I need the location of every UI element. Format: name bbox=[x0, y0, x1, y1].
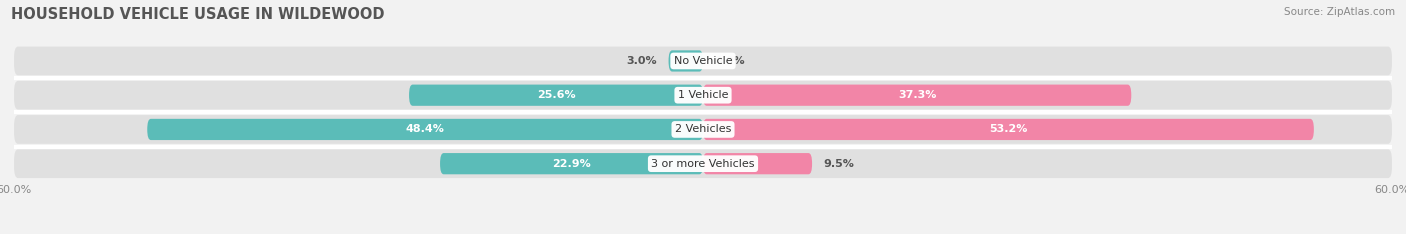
FancyBboxPatch shape bbox=[703, 119, 1313, 140]
Text: 0.0%: 0.0% bbox=[714, 56, 745, 66]
FancyBboxPatch shape bbox=[703, 153, 813, 174]
FancyBboxPatch shape bbox=[14, 115, 1392, 144]
Text: HOUSEHOLD VEHICLE USAGE IN WILDEWOOD: HOUSEHOLD VEHICLE USAGE IN WILDEWOOD bbox=[11, 7, 385, 22]
Text: 3.0%: 3.0% bbox=[627, 56, 657, 66]
Text: Source: ZipAtlas.com: Source: ZipAtlas.com bbox=[1284, 7, 1395, 17]
FancyBboxPatch shape bbox=[409, 84, 703, 106]
FancyBboxPatch shape bbox=[703, 84, 1132, 106]
Text: 48.4%: 48.4% bbox=[406, 124, 444, 135]
FancyBboxPatch shape bbox=[669, 50, 703, 72]
Text: 37.3%: 37.3% bbox=[898, 90, 936, 100]
Text: No Vehicle: No Vehicle bbox=[673, 56, 733, 66]
Text: 9.5%: 9.5% bbox=[824, 159, 855, 169]
FancyBboxPatch shape bbox=[14, 47, 1392, 75]
Text: 22.9%: 22.9% bbox=[553, 159, 591, 169]
FancyBboxPatch shape bbox=[14, 81, 1392, 110]
FancyBboxPatch shape bbox=[14, 149, 1392, 178]
Text: 53.2%: 53.2% bbox=[990, 124, 1028, 135]
Text: 1 Vehicle: 1 Vehicle bbox=[678, 90, 728, 100]
Legend: Owner-occupied, Renter-occupied: Owner-occupied, Renter-occupied bbox=[586, 231, 820, 234]
Text: 2 Vehicles: 2 Vehicles bbox=[675, 124, 731, 135]
FancyBboxPatch shape bbox=[440, 153, 703, 174]
FancyBboxPatch shape bbox=[148, 119, 703, 140]
Text: 25.6%: 25.6% bbox=[537, 90, 575, 100]
Text: 3 or more Vehicles: 3 or more Vehicles bbox=[651, 159, 755, 169]
